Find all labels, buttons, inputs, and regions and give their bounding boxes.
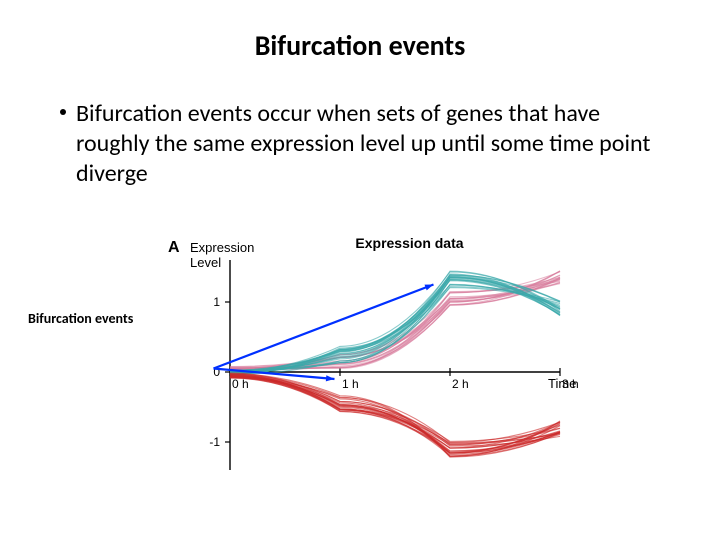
page-title: Bifurcation events	[0, 0, 720, 63]
bullet-text: Bifurcation events occur when sets of ge…	[76, 99, 660, 189]
svg-text:Expression: Expression	[190, 240, 254, 255]
bifurcation-caption: Bifurcation events	[28, 310, 133, 327]
svg-text:Level: Level	[190, 255, 221, 270]
svg-text:-1: -1	[209, 435, 220, 449]
expression-chart: AExpression dataExpressionLevel10-10 h1 …	[160, 230, 590, 500]
bullet-dot	[60, 109, 66, 115]
svg-text:A: A	[168, 239, 180, 256]
svg-text:Expression data: Expression data	[355, 235, 463, 251]
bullet-item: Bifurcation events occur when sets of ge…	[60, 99, 660, 189]
bullet-block: Bifurcation events occur when sets of ge…	[0, 63, 720, 189]
svg-text:2 h: 2 h	[452, 377, 469, 391]
svg-text:1: 1	[213, 295, 220, 309]
svg-text:Time: Time	[548, 376, 576, 391]
svg-text:1 h: 1 h	[342, 377, 359, 391]
